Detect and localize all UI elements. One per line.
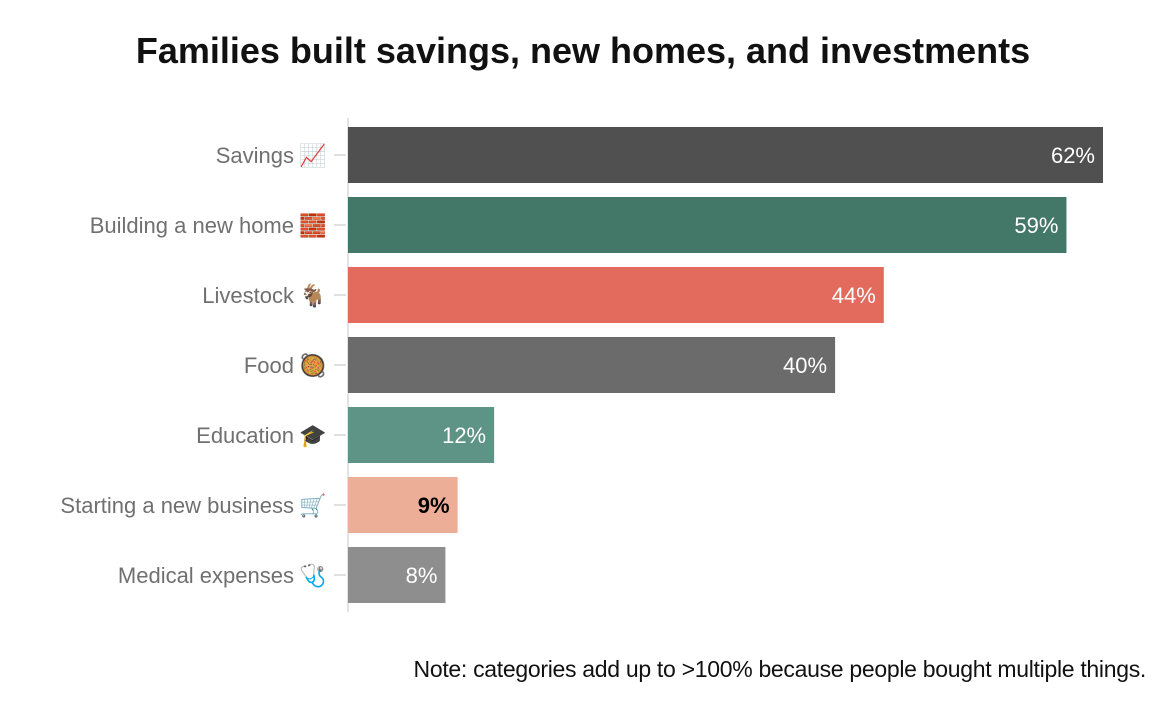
shopping-cart-icon: 🛒: [299, 493, 326, 518]
bar-livestock: [348, 267, 884, 323]
value-label-medical-expenses: 8%: [406, 563, 438, 588]
category-label-starting-a-new-business: Starting a new business: [60, 493, 294, 518]
value-label-livestock: 44%: [832, 283, 876, 308]
category-label-food: Food: [244, 353, 294, 378]
value-label-education: 12%: [442, 423, 486, 448]
value-label-food: 40%: [783, 353, 827, 378]
stethoscope-icon: 🩺: [299, 563, 326, 588]
value-label-starting-a-new-business: 9%: [418, 493, 450, 518]
category-label-savings: Savings: [216, 143, 294, 168]
bricks-icon: 🧱: [299, 213, 326, 238]
bar-savings: [348, 127, 1103, 183]
chart-note: Note: categories add up to >100% because…: [413, 656, 1147, 682]
food-pan-icon: 🥘: [299, 352, 326, 379]
category-label-livestock: Livestock: [202, 283, 295, 308]
graduation-cap-icon: 🎓: [299, 423, 326, 448]
bars-group: 62% 📈Savings 59% 🧱Building a new home 44% 🐐Li…: [60, 127, 1103, 603]
category-label-education: Education: [196, 423, 294, 448]
chart-title: Families built savings, new homes, and i…: [135, 30, 1031, 71]
value-label-building-a-new-home: 59%: [1014, 213, 1058, 238]
chart-increasing-icon: 📈: [299, 143, 326, 168]
bar-building-a-new-home: [348, 197, 1067, 253]
bar-food: [348, 337, 836, 393]
value-label-savings: 62%: [1051, 143, 1095, 168]
category-label-medical-expenses: Medical expenses: [118, 563, 294, 588]
bar-education: [348, 407, 495, 463]
bar-medical-expenses: [348, 547, 446, 603]
bar-starting-a-new-business: [348, 477, 458, 533]
category-label-building-a-new-home: Building a new home: [90, 213, 294, 238]
goat-icon: 🐐: [299, 283, 326, 308]
